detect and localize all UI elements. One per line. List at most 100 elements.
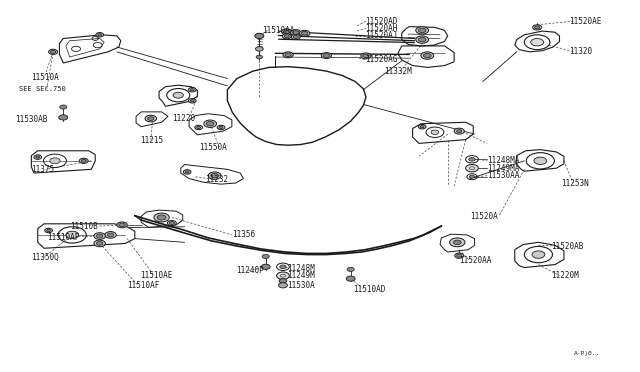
Circle shape	[532, 25, 541, 30]
Circle shape	[94, 233, 106, 239]
Text: 11332M: 11332M	[384, 67, 412, 76]
Text: 11510AE: 11510AE	[140, 271, 172, 280]
Circle shape	[532, 251, 545, 258]
Circle shape	[531, 38, 543, 46]
Circle shape	[455, 253, 464, 258]
Text: 11520AH: 11520AH	[365, 24, 397, 33]
Circle shape	[157, 215, 166, 220]
Text: 11356: 11356	[232, 230, 255, 240]
Text: 11320: 11320	[569, 47, 592, 56]
Circle shape	[361, 53, 371, 59]
Circle shape	[255, 46, 263, 51]
Text: 11530AB: 11530AB	[15, 115, 47, 124]
Circle shape	[421, 52, 434, 59]
Text: 11530AA: 11530AA	[487, 171, 520, 180]
Circle shape	[96, 33, 104, 37]
Text: 11510AD: 11510AD	[353, 285, 385, 294]
Circle shape	[431, 130, 439, 135]
Circle shape	[323, 54, 330, 57]
Circle shape	[81, 159, 86, 162]
Circle shape	[173, 92, 183, 98]
Circle shape	[420, 126, 424, 128]
Text: 11520A: 11520A	[470, 212, 498, 221]
Text: 11253N: 11253N	[561, 179, 589, 187]
Circle shape	[279, 279, 287, 283]
Circle shape	[50, 158, 60, 164]
Circle shape	[217, 125, 225, 130]
Circle shape	[208, 172, 221, 179]
Circle shape	[261, 264, 270, 269]
Circle shape	[262, 254, 269, 259]
Circle shape	[450, 238, 465, 247]
Circle shape	[145, 115, 157, 122]
Circle shape	[36, 156, 40, 158]
Text: 11350Q: 11350Q	[31, 253, 59, 262]
Circle shape	[59, 115, 68, 120]
Circle shape	[282, 29, 292, 35]
Text: 11510B: 11510B	[70, 221, 97, 231]
Circle shape	[300, 31, 310, 36]
Circle shape	[469, 175, 474, 178]
Text: 11510AF: 11510AF	[127, 281, 159, 290]
Circle shape	[219, 126, 223, 129]
Circle shape	[45, 228, 52, 233]
Circle shape	[457, 130, 462, 133]
Text: 11375: 11375	[31, 165, 54, 174]
Circle shape	[98, 34, 102, 36]
Circle shape	[534, 26, 540, 29]
Circle shape	[284, 35, 289, 38]
Circle shape	[255, 33, 264, 38]
Circle shape	[424, 53, 431, 58]
Circle shape	[419, 125, 426, 129]
Circle shape	[51, 50, 56, 53]
Circle shape	[34, 155, 42, 159]
Text: 11215: 11215	[140, 136, 163, 145]
Text: 11520AG: 11520AG	[365, 55, 397, 64]
Circle shape	[301, 32, 308, 35]
Circle shape	[278, 283, 287, 288]
Circle shape	[97, 234, 103, 238]
Circle shape	[49, 49, 58, 54]
Circle shape	[195, 125, 202, 130]
Circle shape	[117, 222, 127, 228]
Circle shape	[291, 30, 301, 36]
Circle shape	[190, 89, 194, 91]
Circle shape	[466, 164, 478, 172]
Text: 11232: 11232	[205, 175, 228, 184]
Circle shape	[280, 265, 286, 269]
Circle shape	[292, 31, 299, 35]
Circle shape	[347, 267, 354, 272]
Circle shape	[79, 158, 88, 163]
Text: 11510A: 11510A	[31, 73, 59, 82]
Circle shape	[170, 222, 174, 225]
Circle shape	[148, 117, 154, 121]
Circle shape	[60, 105, 67, 109]
Text: 11240P: 11240P	[236, 266, 264, 275]
Circle shape	[190, 100, 194, 102]
Circle shape	[97, 241, 103, 245]
Circle shape	[154, 213, 170, 222]
Text: 11520AD: 11520AD	[365, 17, 397, 26]
Circle shape	[276, 272, 289, 279]
Circle shape	[419, 37, 426, 42]
Circle shape	[293, 36, 298, 38]
Circle shape	[291, 35, 300, 39]
Circle shape	[283, 52, 293, 58]
Circle shape	[256, 55, 262, 59]
Text: A-P)0..: A-P)0..	[574, 351, 600, 356]
Circle shape	[457, 254, 462, 257]
Circle shape	[454, 128, 465, 134]
Text: 11520AA: 11520AA	[460, 256, 492, 265]
Circle shape	[105, 232, 116, 238]
Circle shape	[454, 240, 461, 244]
Text: 11510AA: 11510AA	[262, 26, 295, 35]
Circle shape	[284, 30, 290, 34]
Circle shape	[282, 34, 291, 39]
Text: 11220: 11220	[172, 114, 195, 123]
Text: 11510AF: 11510AF	[47, 232, 79, 242]
Text: 11520AJ: 11520AJ	[365, 31, 397, 41]
Text: 11249M: 11249M	[287, 271, 314, 280]
Circle shape	[185, 171, 189, 173]
Circle shape	[196, 126, 200, 129]
Circle shape	[534, 157, 547, 164]
